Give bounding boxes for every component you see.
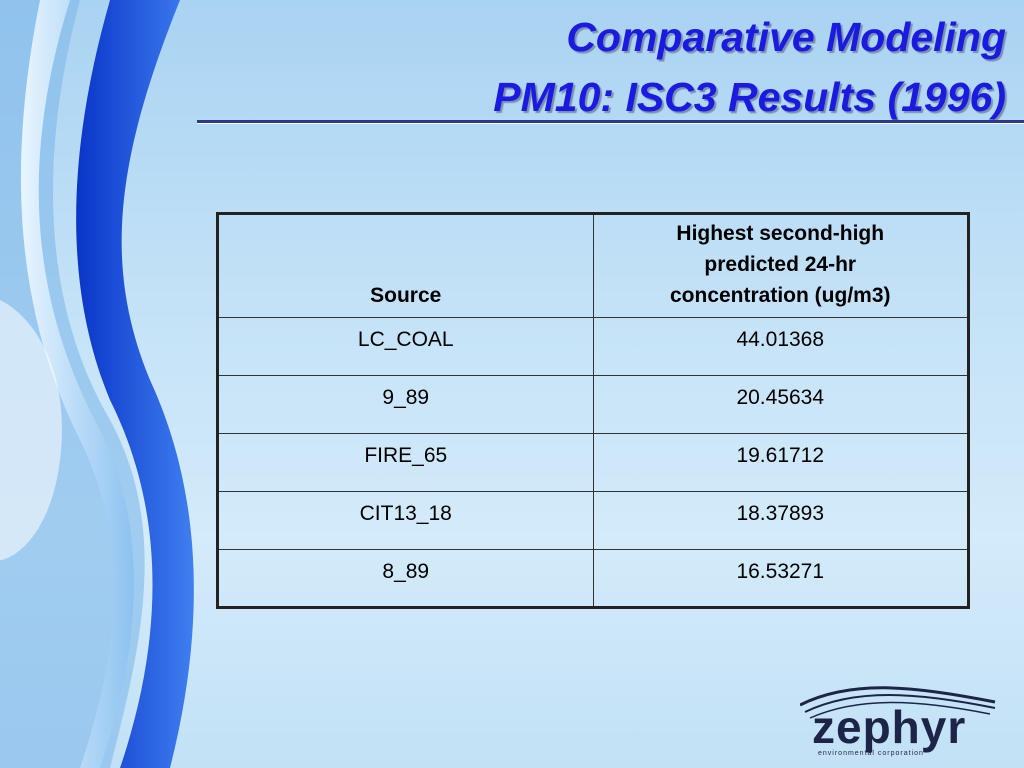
source-cell: FIRE_65 xyxy=(217,433,594,492)
value-cell: 19.61712 xyxy=(592,433,969,492)
source-cell: 8_89 xyxy=(217,549,594,608)
value-cell: 18.37893 xyxy=(592,491,969,550)
logo-swoosh xyxy=(800,686,996,719)
logo-tagline: environmental corporation xyxy=(818,750,924,757)
source-cell: 9_89 xyxy=(217,375,594,434)
header-cell: Source xyxy=(217,213,594,318)
value-cell: 20.45634 xyxy=(592,375,969,434)
title: PM10: ISC3 Results (1996) xyxy=(493,74,1006,120)
source-cell: LC_COAL xyxy=(217,317,594,376)
table-row: LC_COAL 44.01368 xyxy=(217,317,969,376)
header-cell: Highest second-high predicted 24-hr conc… xyxy=(592,213,969,318)
value-cell: 16.53271 xyxy=(592,549,969,608)
value-cell: 44.01368 xyxy=(592,317,969,376)
header-row: Source Highest second-high predicted 24-… xyxy=(217,213,969,318)
title-rule xyxy=(197,120,1024,124)
source-cell: CIT13_18 xyxy=(217,491,594,550)
title: Comparative Modeling xyxy=(566,14,1006,60)
table-row: CIT13_18 18.37893 xyxy=(217,491,969,550)
table-row: FIRE_65 19.61712 xyxy=(217,433,969,492)
results-table: Source Highest second-high predicted 24-… xyxy=(216,212,970,609)
table-row: 8_89 16.53271 xyxy=(217,549,969,608)
logo-name: zephyr xyxy=(812,701,967,753)
wave-decoration xyxy=(0,0,194,768)
table-row: 9_89 20.45634 xyxy=(217,375,969,434)
